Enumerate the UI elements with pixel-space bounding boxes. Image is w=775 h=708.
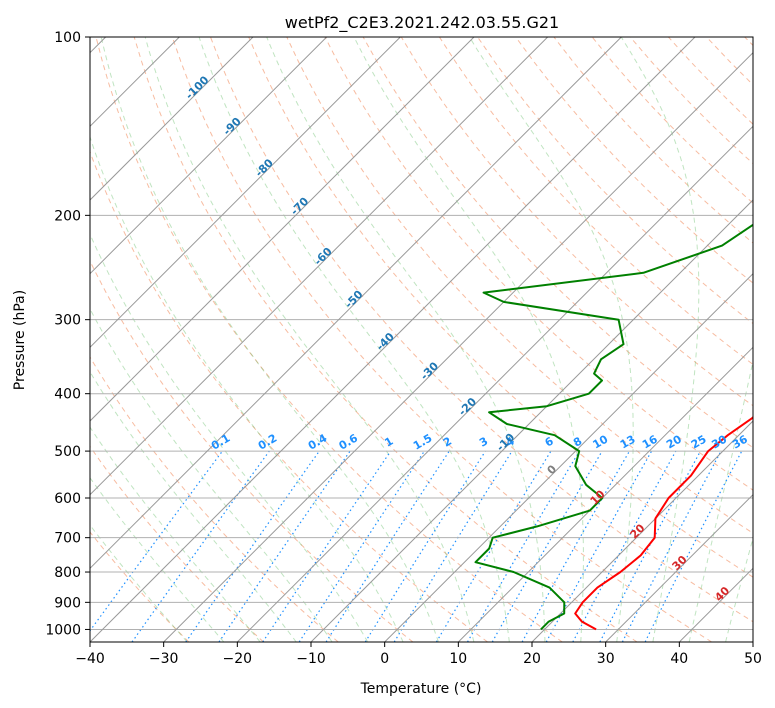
y-tick-label: 400: [54, 387, 81, 403]
dry-adiabat-line: [90, 531, 190, 642]
isotherm-line: [384, 272, 753, 642]
dry-adiabat-line: [95, 37, 563, 642]
skewed-isotherms: [90, 37, 753, 642]
isotherm-line: [90, 37, 401, 349]
x-tick-label: 50: [744, 651, 762, 667]
y-tick-label: 100: [54, 30, 81, 46]
temperature-profile-line: [574, 415, 753, 631]
moist-adiabat-line: [353, 37, 584, 642]
x-tick-label: 0: [380, 651, 389, 667]
y-tick-label: 900: [54, 595, 81, 611]
y-tick-label: 300: [54, 313, 81, 329]
isotherm-line: [90, 37, 549, 496]
x-tick-label: 10: [449, 651, 467, 667]
moist-adiabat-line: [144, 37, 475, 642]
dry-adiabat-line: [90, 445, 264, 642]
pressure-gridlines: [90, 37, 753, 630]
mixing-ratio-line: [298, 450, 425, 642]
y-tick-label: 1000: [45, 622, 81, 638]
moist-adiabat-line: [90, 426, 261, 642]
dry-adiabat-line: [171, 37, 712, 642]
x-tick-label: 40: [670, 651, 688, 667]
mixing-ratio-line: [364, 450, 486, 642]
x-tick-label: 20: [523, 651, 541, 667]
x-tick-label: −10: [296, 651, 326, 667]
mixing-ratio-line: [218, 450, 351, 642]
dry-adiabat-line: [248, 37, 753, 578]
chart-title: wetPf2_C2E3.2021.242.03.55.G21: [285, 13, 559, 33]
moist-adiabat-line: [100, 37, 439, 642]
isotherm-line: [163, 51, 753, 642]
mixing-ratio-line: [466, 450, 580, 642]
dry-adiabat-line: [515, 37, 753, 284]
mixing-ratio-line: [185, 450, 320, 642]
axis-ticks: −40 −30 −20 −10 0 10 20 30 40 50 100 200 300 400 500 60…: [45, 30, 762, 667]
isotherm-line: [457, 346, 753, 642]
isotherm-line: [531, 420, 753, 642]
moist-adiabat-line: [266, 37, 546, 642]
isotherm-line: [90, 37, 622, 570]
isotherm-line: [90, 37, 254, 201]
y-tick-label: 800: [54, 565, 81, 581]
dewpoint-profile-line: [474, 223, 753, 631]
dry-adiabat-line: [210, 37, 753, 623]
isotherm-line: [90, 37, 696, 642]
mixing-ratio-line: [262, 450, 392, 642]
y-axis-label: Pressure (hPa): [12, 290, 28, 390]
moist-adiabat-line: [90, 476, 225, 642]
y-tick-label: 200: [54, 208, 81, 224]
moist-adiabat-line: [90, 370, 297, 642]
mixing-ratio-line: [599, 450, 702, 642]
dry-adiabat-line: [438, 37, 753, 366]
moist-adiabat-line: [90, 232, 369, 642]
mixing-ratio-line: [325, 450, 450, 642]
x-tick-label: −30: [149, 651, 179, 667]
mixing-ratio-line: [572, 450, 677, 642]
dry-adiabat-line: [133, 37, 638, 642]
dry-adiabat-line: [90, 150, 488, 642]
isotherm-line: [90, 37, 328, 275]
isotherm-line: [310, 199, 753, 642]
moist-adiabat-line: [90, 524, 188, 642]
isotherm-line: [236, 125, 753, 642]
y-tick-label: 700: [54, 531, 81, 547]
plot-area: 0.1 0.2 0.4 0.6 1 1.5 2 3 4 6 8 10 13 16 20 25 30 36-100-…: [90, 37, 753, 642]
x-tick-label: 30: [597, 651, 615, 667]
x-tick-label: −20: [223, 651, 253, 667]
y-tick-label: 500: [54, 444, 81, 460]
x-axis-label: Temperature (°C): [360, 681, 482, 697]
x-tick-label: −40: [75, 651, 105, 667]
isotherm-line: [605, 493, 753, 642]
isotherm-line: [90, 37, 475, 422]
y-tick-label: 600: [54, 491, 81, 507]
plot-frame: [89, 36, 754, 643]
moist-adiabat-line: [90, 135, 404, 642]
dry-adiabat-line: [400, 37, 753, 407]
sounding-series: [474, 223, 753, 631]
